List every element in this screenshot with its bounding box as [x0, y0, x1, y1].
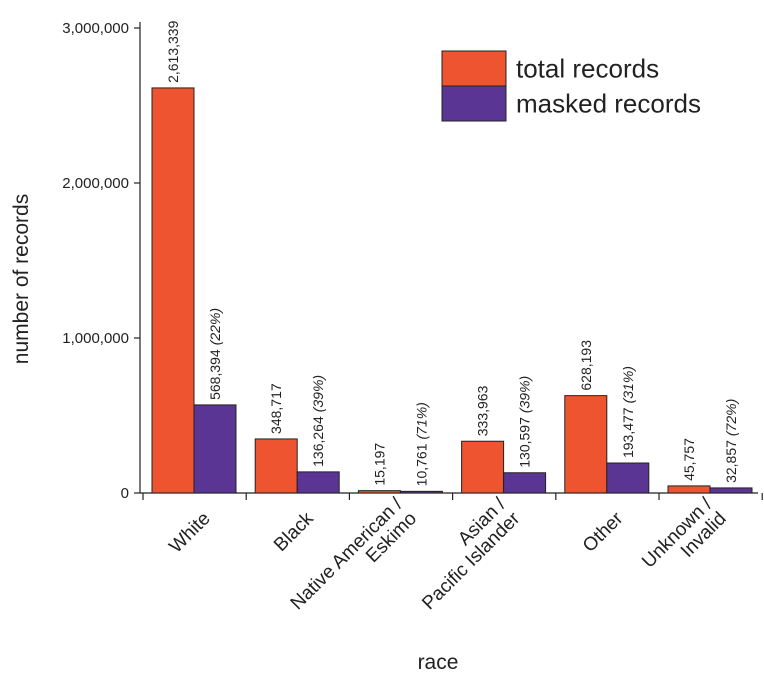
value-label: 348,717: [268, 383, 284, 434]
value-label: 333,963: [475, 385, 491, 436]
value-label-percent: (39%): [517, 376, 533, 413]
value-label-number: 45,757: [681, 438, 697, 481]
y-tick-label: 2,000,000: [62, 175, 129, 192]
axes: 0 1,000,000 2,000,000 3,000,000: [62, 20, 763, 502]
bar-total: [254, 438, 298, 494]
bar-masked: [296, 471, 340, 494]
value-label: 2,613,339: [165, 20, 181, 82]
bar-masked: [606, 462, 650, 494]
legend-swatch-total: [441, 50, 507, 87]
category-label: Asian /Pacific Islander: [404, 494, 525, 615]
category-label: Black: [270, 508, 318, 556]
category-label-line: Other: [579, 508, 628, 557]
value-label: 32,857 (72%): [723, 399, 739, 483]
bar-masked: [709, 487, 753, 494]
value-label: 568,394 (22%): [207, 308, 223, 400]
category-label: White: [165, 508, 214, 557]
value-label-number: 2,613,339: [165, 20, 181, 82]
value-label: 130,597 (39%): [517, 376, 533, 468]
y-axis-title: number of records: [10, 194, 33, 364]
bar-masked: [399, 490, 443, 494]
y-tick-label: 3,000,000: [62, 20, 129, 37]
value-label-number: 348,717: [268, 383, 284, 434]
value-label-percent: (72%): [723, 399, 739, 436]
value-label-percent: (71%): [413, 402, 429, 439]
value-label: 15,197: [371, 443, 387, 486]
value-label-number: 136,264: [310, 416, 326, 467]
x-axis-title: race: [418, 651, 459, 674]
value-label-number: 568,394: [207, 349, 223, 400]
bar-total: [667, 485, 711, 494]
legend: total records masked records: [441, 50, 701, 122]
y-tick-label: 1,000,000: [62, 330, 129, 347]
value-label-percent: (22%): [207, 308, 223, 345]
value-label-percent: (39%): [310, 375, 326, 412]
bar-total: [564, 395, 608, 494]
bar-masked: [193, 404, 237, 494]
bar-total: [151, 87, 195, 494]
legend-label-total: total records: [516, 54, 659, 84]
bars: [151, 87, 753, 494]
value-label: 628,193: [578, 340, 594, 391]
category-label: Other: [579, 508, 628, 557]
bar-total: [357, 490, 401, 494]
value-label-number: 193,477: [620, 407, 636, 458]
value-label-percent: (31%): [620, 366, 636, 403]
value-label: 10,761 (71%): [413, 402, 429, 486]
value-label: 193,477 (31%): [620, 366, 636, 458]
category-label-line: Black: [270, 508, 318, 556]
value-label: 45,757: [681, 438, 697, 481]
category-label-line: White: [165, 508, 214, 557]
legend-label-masked: masked records: [516, 89, 701, 119]
value-label-number: 10,761: [413, 443, 429, 486]
bar-masked: [503, 472, 547, 494]
value-label-number: 628,193: [578, 340, 594, 391]
value-label-number: 130,597: [517, 417, 533, 468]
value-label-number: 32,857: [723, 440, 739, 483]
value-label-number: 333,963: [475, 385, 491, 436]
bar-total: [461, 440, 505, 494]
value-label: 136,264 (39%): [310, 375, 326, 467]
category-label: Unknown /Invalid: [638, 494, 731, 587]
value-label-number: 15,197: [371, 443, 387, 486]
legend-swatch-masked: [441, 85, 507, 122]
y-tick-label: 0: [121, 485, 129, 502]
value-labels: 2,613,339 568,394 (22%) 348,717 136,264 (39%)…: [165, 20, 739, 486]
